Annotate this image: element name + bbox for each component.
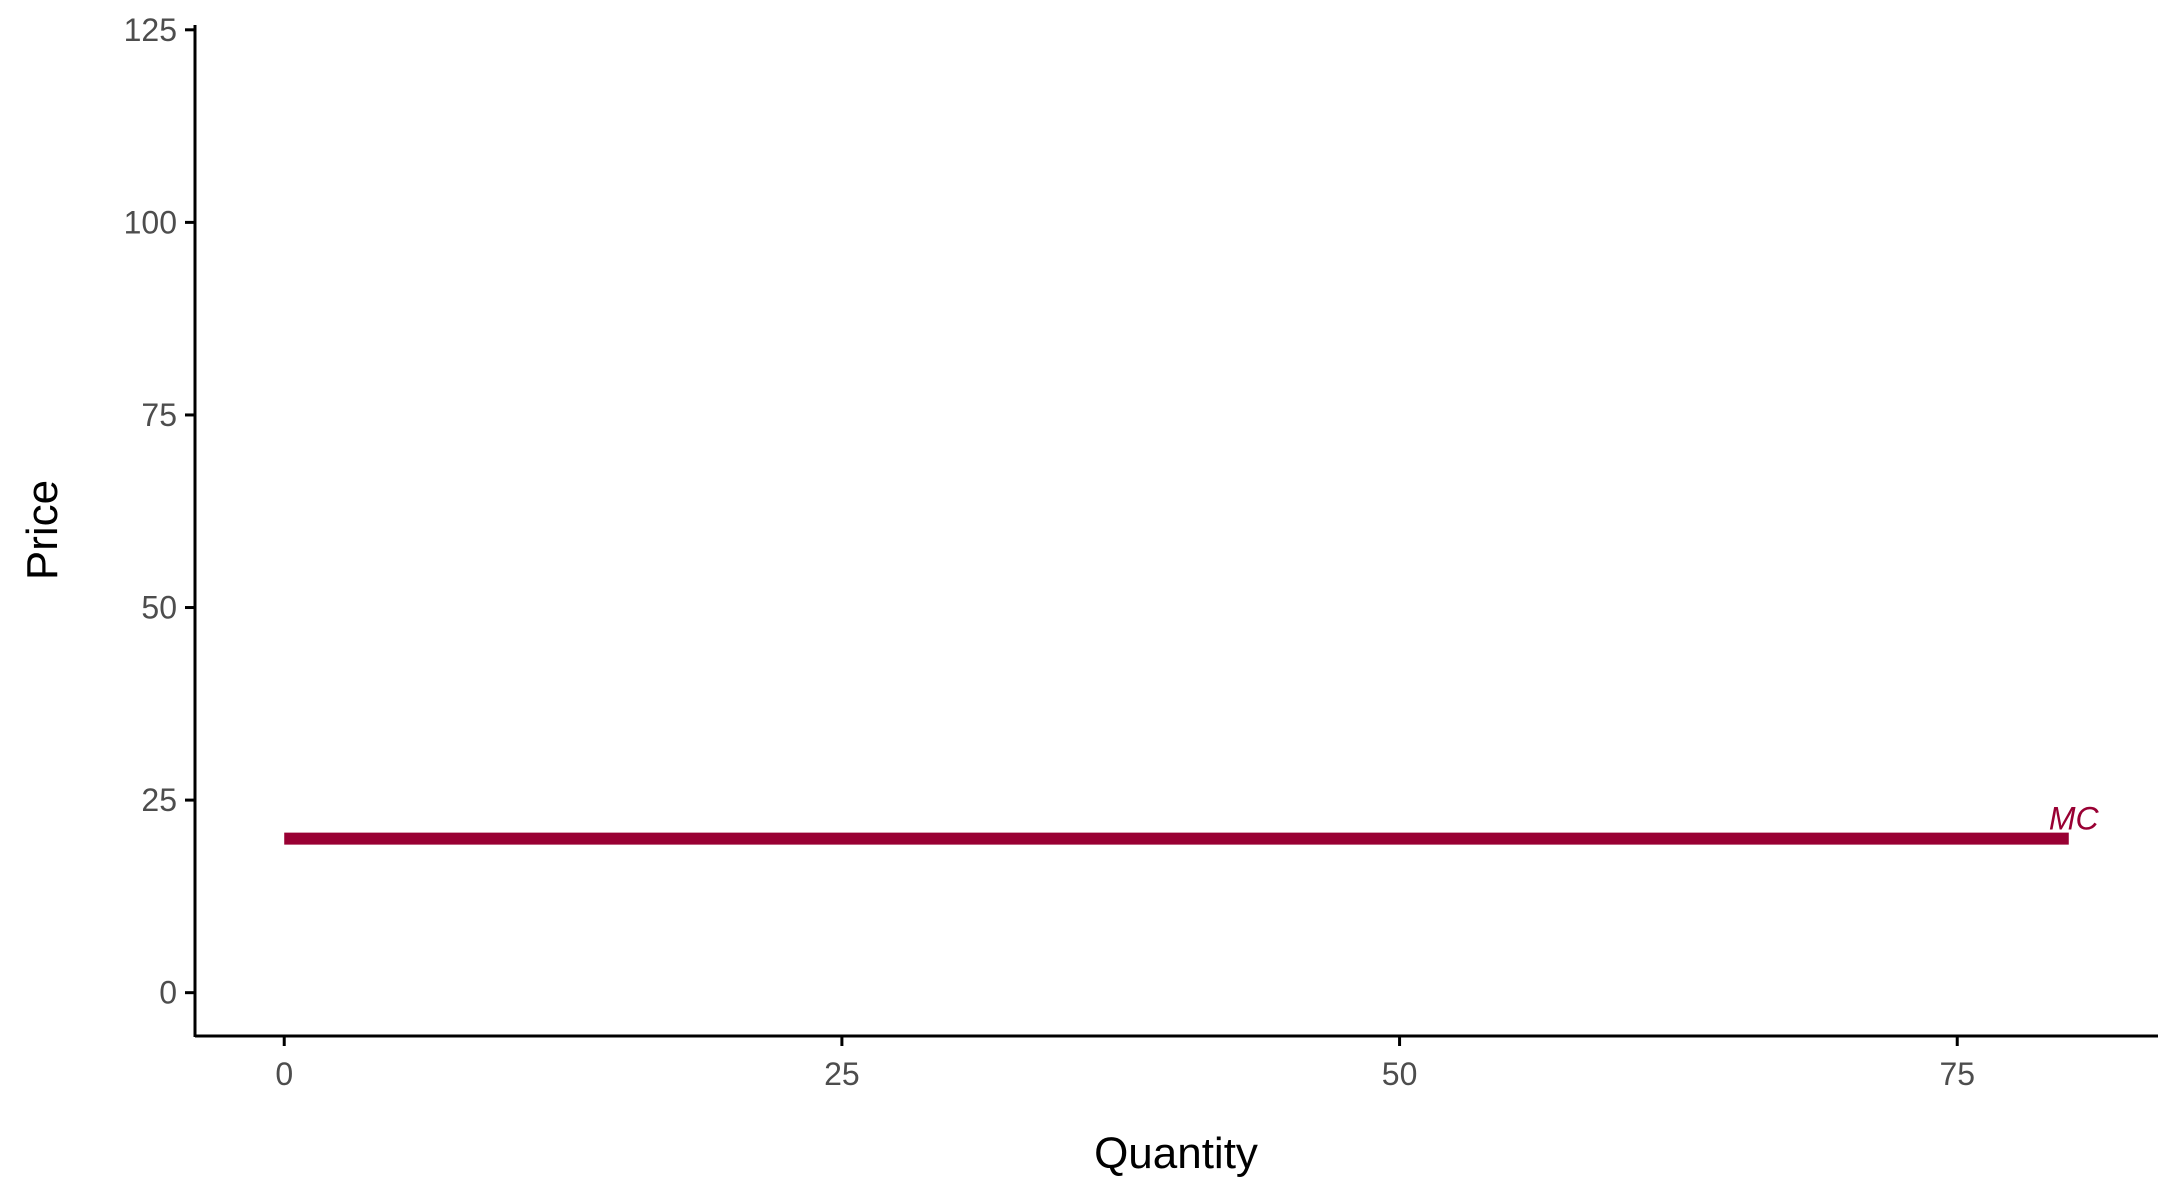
x-tick-label: 50 — [1382, 1056, 1418, 1092]
y-axis-title: Price — [18, 480, 67, 580]
y-ticks: 0 25 50 75 100 125 — [124, 12, 195, 1011]
y-tick-label: 25 — [141, 782, 177, 818]
x-axis-title: Quantity — [1094, 1129, 1258, 1178]
x-ticks: 0 25 50 75 — [275, 1036, 1975, 1092]
x-tick-label: 25 — [824, 1056, 860, 1092]
x-tick-label: 0 — [275, 1056, 293, 1092]
plot-area: 0 25 50 75 100 125 0 25 50 75 MC — [124, 12, 2158, 1092]
series-label-mc: MC — [2049, 801, 2100, 837]
x-tick-label: 75 — [1939, 1056, 1975, 1092]
y-tick-label: 50 — [141, 590, 177, 626]
series-group: MC — [284, 801, 2100, 845]
y-tick-label: 0 — [159, 975, 177, 1011]
y-tick-label: 100 — [124, 204, 177, 240]
y-tick-label: 125 — [124, 12, 177, 48]
y-tick-label: 75 — [141, 397, 177, 433]
